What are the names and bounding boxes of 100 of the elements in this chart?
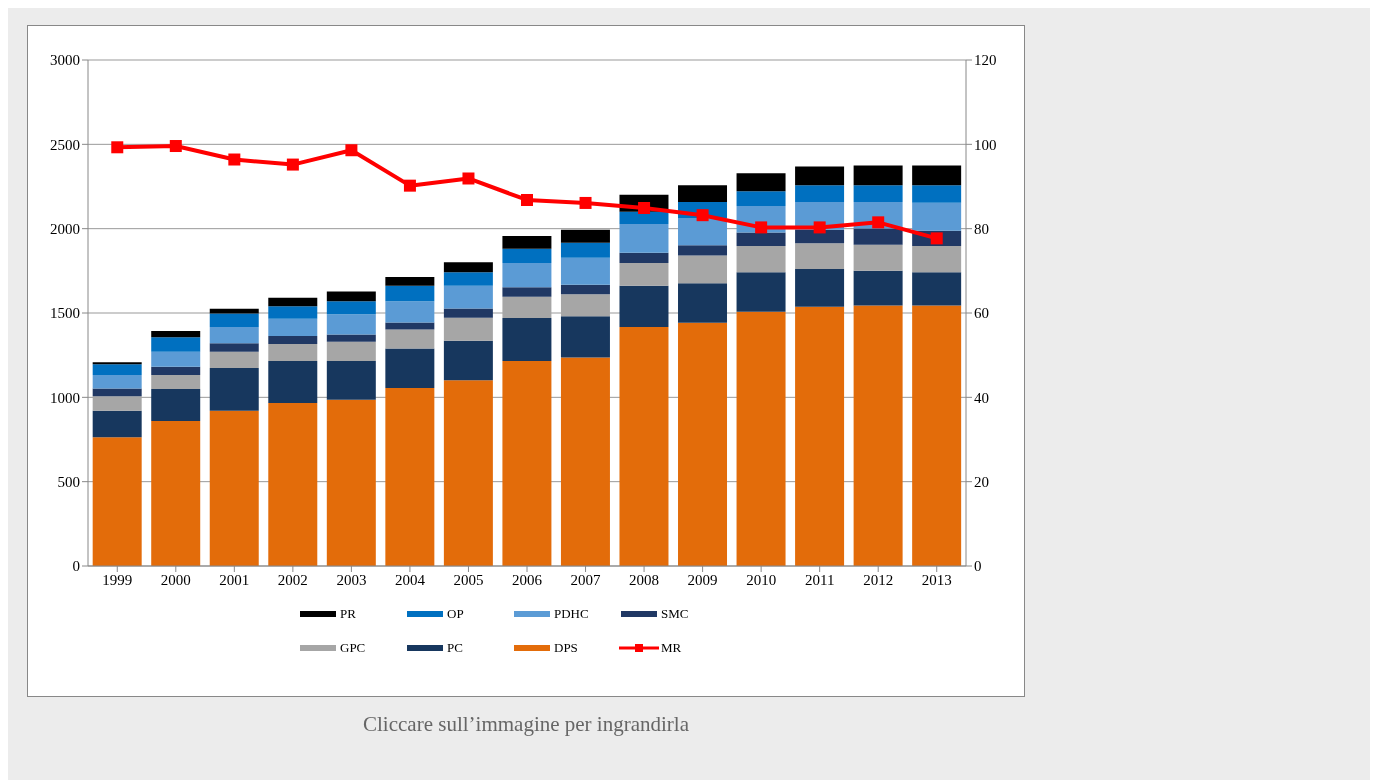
bar (92, 396, 142, 411)
y-tick-label: 3000 (50, 52, 80, 69)
bar (268, 344, 318, 361)
bar (736, 191, 786, 207)
bar (678, 218, 728, 246)
point (462, 172, 475, 185)
point (111, 141, 124, 154)
bar (912, 246, 962, 273)
bar (853, 270, 903, 306)
bar (853, 228, 903, 245)
x-tick-label: 2012 (863, 571, 894, 588)
bar (326, 334, 376, 342)
text: Cliccare sull’immagine per ingrandirla (362, 712, 690, 737)
x-tick-label: 2007 (570, 571, 602, 588)
bar (678, 322, 728, 566)
bar (92, 388, 142, 397)
y2-tick-label: 20 (974, 473, 989, 490)
bar (326, 314, 376, 335)
x-tick-label: 2005 (453, 571, 484, 588)
bar (502, 248, 552, 263)
bar (443, 317, 493, 341)
bar (385, 329, 435, 349)
y-tick-label: 500 (57, 473, 80, 490)
x-tick-label: 1999 (102, 571, 133, 588)
point (755, 221, 768, 234)
bar (502, 287, 552, 297)
point (872, 216, 885, 229)
point (345, 144, 358, 157)
bar (385, 322, 435, 330)
bar (268, 318, 318, 336)
legend-label: MR (661, 640, 682, 656)
bar (736, 232, 786, 247)
bar (326, 341, 376, 361)
bar (502, 296, 552, 318)
x-tick-label: 2013 (921, 571, 952, 588)
bar (92, 375, 142, 389)
point (813, 221, 826, 234)
bar (209, 343, 259, 352)
bar (736, 311, 786, 566)
bar (795, 185, 845, 203)
bar (92, 410, 142, 438)
bar (326, 291, 376, 302)
bar (560, 242, 610, 258)
bar (619, 224, 669, 253)
bar (443, 272, 493, 286)
legend-label: SMC (661, 606, 689, 622)
bar (502, 360, 552, 566)
y-tick-label: 2500 (50, 136, 80, 153)
bar (268, 297, 318, 307)
legend-label: PC (447, 640, 463, 656)
bar (443, 262, 493, 273)
legend-label: PDHC (554, 606, 589, 622)
bar (560, 229, 610, 243)
x-tick-label: 2010 (746, 571, 777, 588)
bar (853, 305, 903, 566)
bar (853, 185, 903, 203)
bar (92, 437, 142, 566)
legend-label: OP (447, 606, 464, 622)
bar (678, 185, 728, 203)
point (286, 158, 299, 171)
bar (795, 243, 845, 269)
bar (209, 351, 259, 368)
bar (502, 235, 552, 249)
x-tick-label: 2006 (512, 571, 543, 588)
y-tick-label: 1000 (50, 389, 80, 406)
bar (385, 285, 435, 302)
bar (151, 388, 201, 421)
bar (560, 316, 610, 358)
bar (92, 362, 142, 365)
bar (209, 410, 259, 566)
x-tick-label: 2001 (219, 571, 250, 588)
bar (151, 420, 201, 566)
bar (912, 202, 962, 231)
x-tick-label: 2000 (160, 571, 191, 588)
bar (853, 165, 903, 186)
bar (209, 367, 259, 411)
bar (209, 308, 259, 314)
bar (795, 166, 845, 186)
bar (385, 348, 435, 388)
bar (326, 301, 376, 315)
bar (268, 335, 318, 345)
bar (443, 285, 493, 309)
bar (678, 255, 728, 284)
y-tick-label: 2000 (50, 220, 80, 237)
point (169, 140, 182, 153)
point (228, 153, 241, 166)
y2-tick-label: 120 (974, 52, 997, 69)
bar (678, 283, 728, 323)
bar (502, 262, 552, 288)
point (521, 193, 533, 206)
bar (912, 272, 962, 306)
y-tick-label: 0 (72, 558, 80, 575)
point (403, 179, 416, 192)
x-tick-label: 2004 (394, 571, 426, 588)
bar (385, 277, 435, 286)
bar (678, 245, 728, 256)
x-tick-label: 2002 (277, 571, 308, 588)
legend-label: GPC (340, 640, 366, 656)
bar (912, 165, 962, 186)
bar (619, 262, 669, 286)
